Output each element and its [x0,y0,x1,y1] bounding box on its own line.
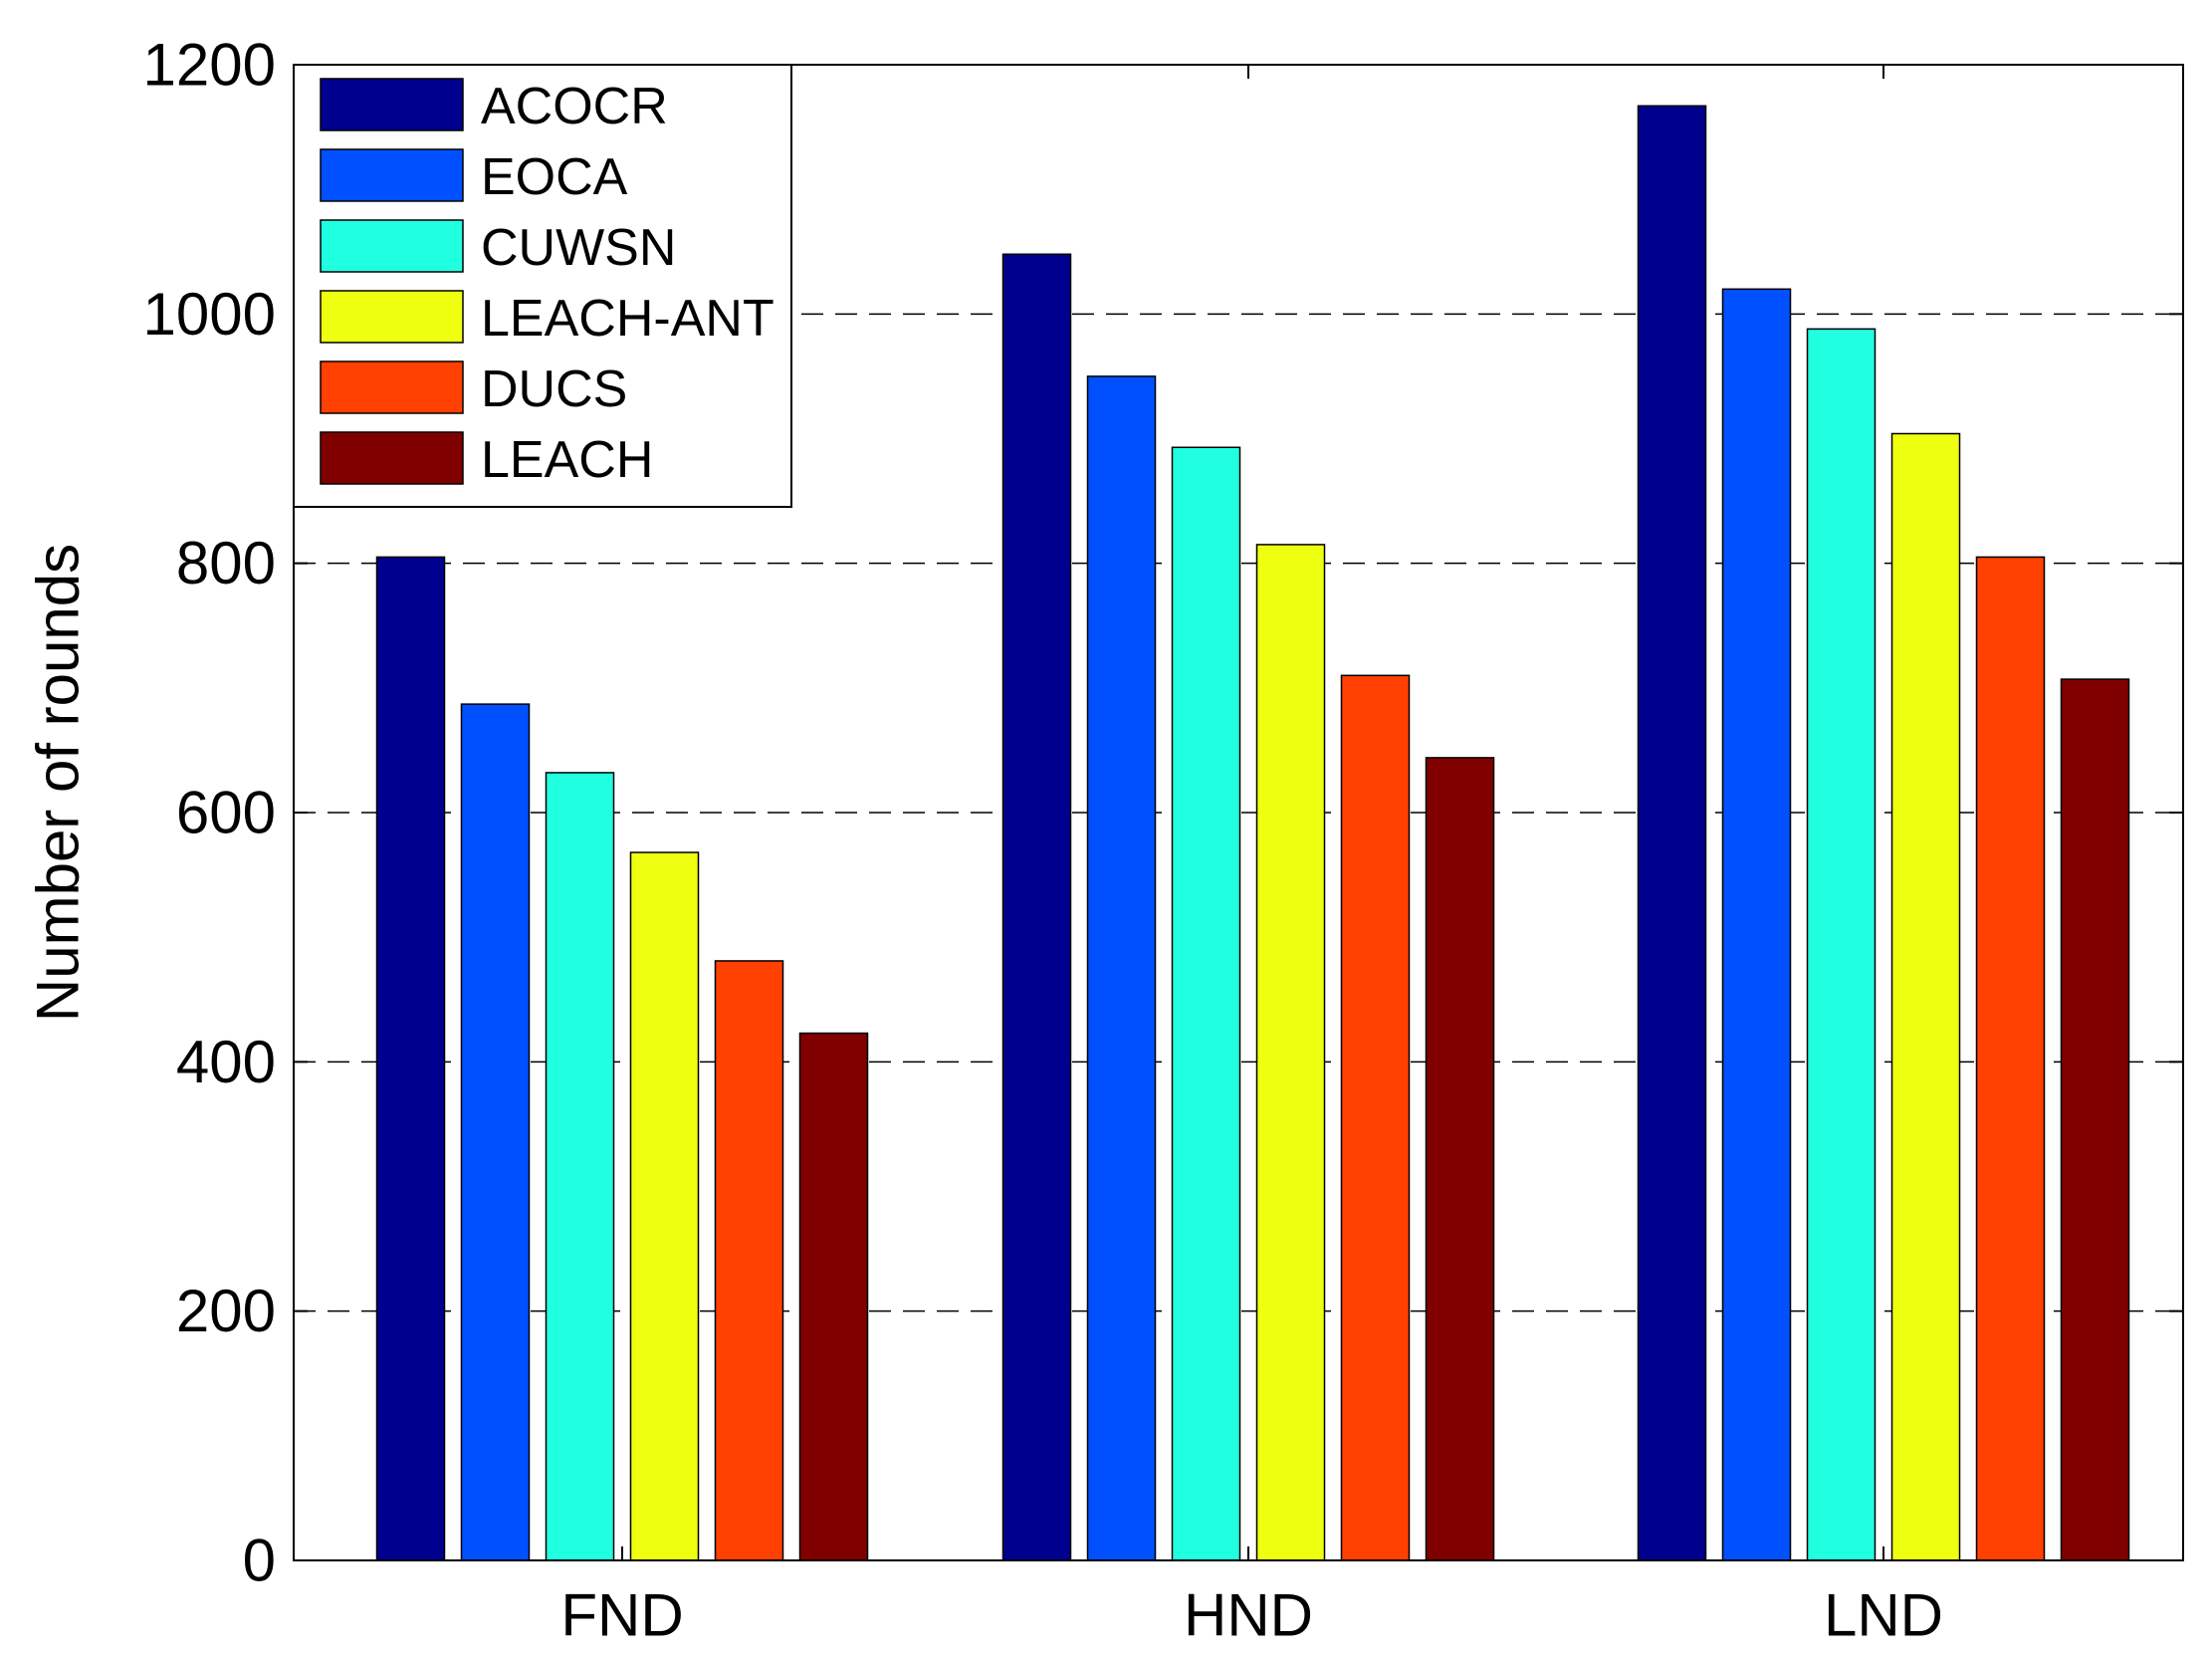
legend-swatch-eoca [320,148,464,202]
bar-acocr-fnd [375,556,446,1561]
axes [293,64,2184,1561]
y-tick-label: 200 [176,1278,276,1344]
legend-label-acocr: ACOCR [481,78,668,135]
legend-label-eoca: EOCA [481,148,628,206]
bar-cuwsn-fnd [545,772,615,1561]
legend-swatch-leach [320,431,464,485]
bar-eoca-lnd [1721,288,1792,1561]
x-tick-label-fnd: FND [560,1582,683,1649]
bar-leach-ant-fnd [629,851,700,1561]
bar-ducs-lnd [1975,556,2046,1561]
legend-swatch-acocr [320,78,464,131]
legend-label-ducs: DUCS [481,360,627,418]
x-tick-label-hnd: HND [1184,1582,1313,1649]
y-tick-label: 0 [243,1528,276,1594]
bars [375,105,2130,1561]
tick-labels: 0 200 400 600 800 1000 1200 FND HND LND [143,32,1944,1649]
legend-label-cuwsn: CUWSN [481,219,676,277]
bar-leach-ant-lnd [1890,432,1961,1561]
x-tick-label-lnd: LND [1824,1582,1943,1649]
y-tick-label: 1200 [143,32,276,99]
bar-eoca-fnd [460,703,531,1561]
bar-leach-fnd [798,1032,869,1561]
y-tick-label: 1000 [143,281,276,348]
bar-leach-hnd [1425,757,1495,1561]
bar-acocr-lnd [1637,105,1707,1561]
legend-swatch-ducs [320,360,464,414]
legend-label-leach-ant: LEACH-ANT [481,290,774,348]
legend-swatch-leach-ant [320,290,464,344]
legend-label-leach: LEACH [481,431,653,489]
y-tick-label: 400 [176,1029,276,1095]
y-tick-label: 600 [176,780,276,846]
bar-ducs-hnd [1340,674,1411,1561]
bar-leach-ant-hnd [1255,544,1326,1561]
bar-acocr-hnd [1001,253,1072,1561]
legend-swatch-cuwsn [320,219,464,273]
legend: ACOCR EOCA CUWSN LEACH-ANT DUCS LEACH [293,64,792,508]
bar-eoca-hnd [1086,375,1157,1561]
bar-ducs-fnd [714,960,784,1561]
bar-cuwsn-lnd [1806,328,1877,1561]
bar-cuwsn-hnd [1171,446,1241,1561]
y-axis-title: Number of rounds [25,544,92,1022]
y-tick-label: 800 [176,530,276,596]
bar-leach-lnd [2060,678,2130,1561]
